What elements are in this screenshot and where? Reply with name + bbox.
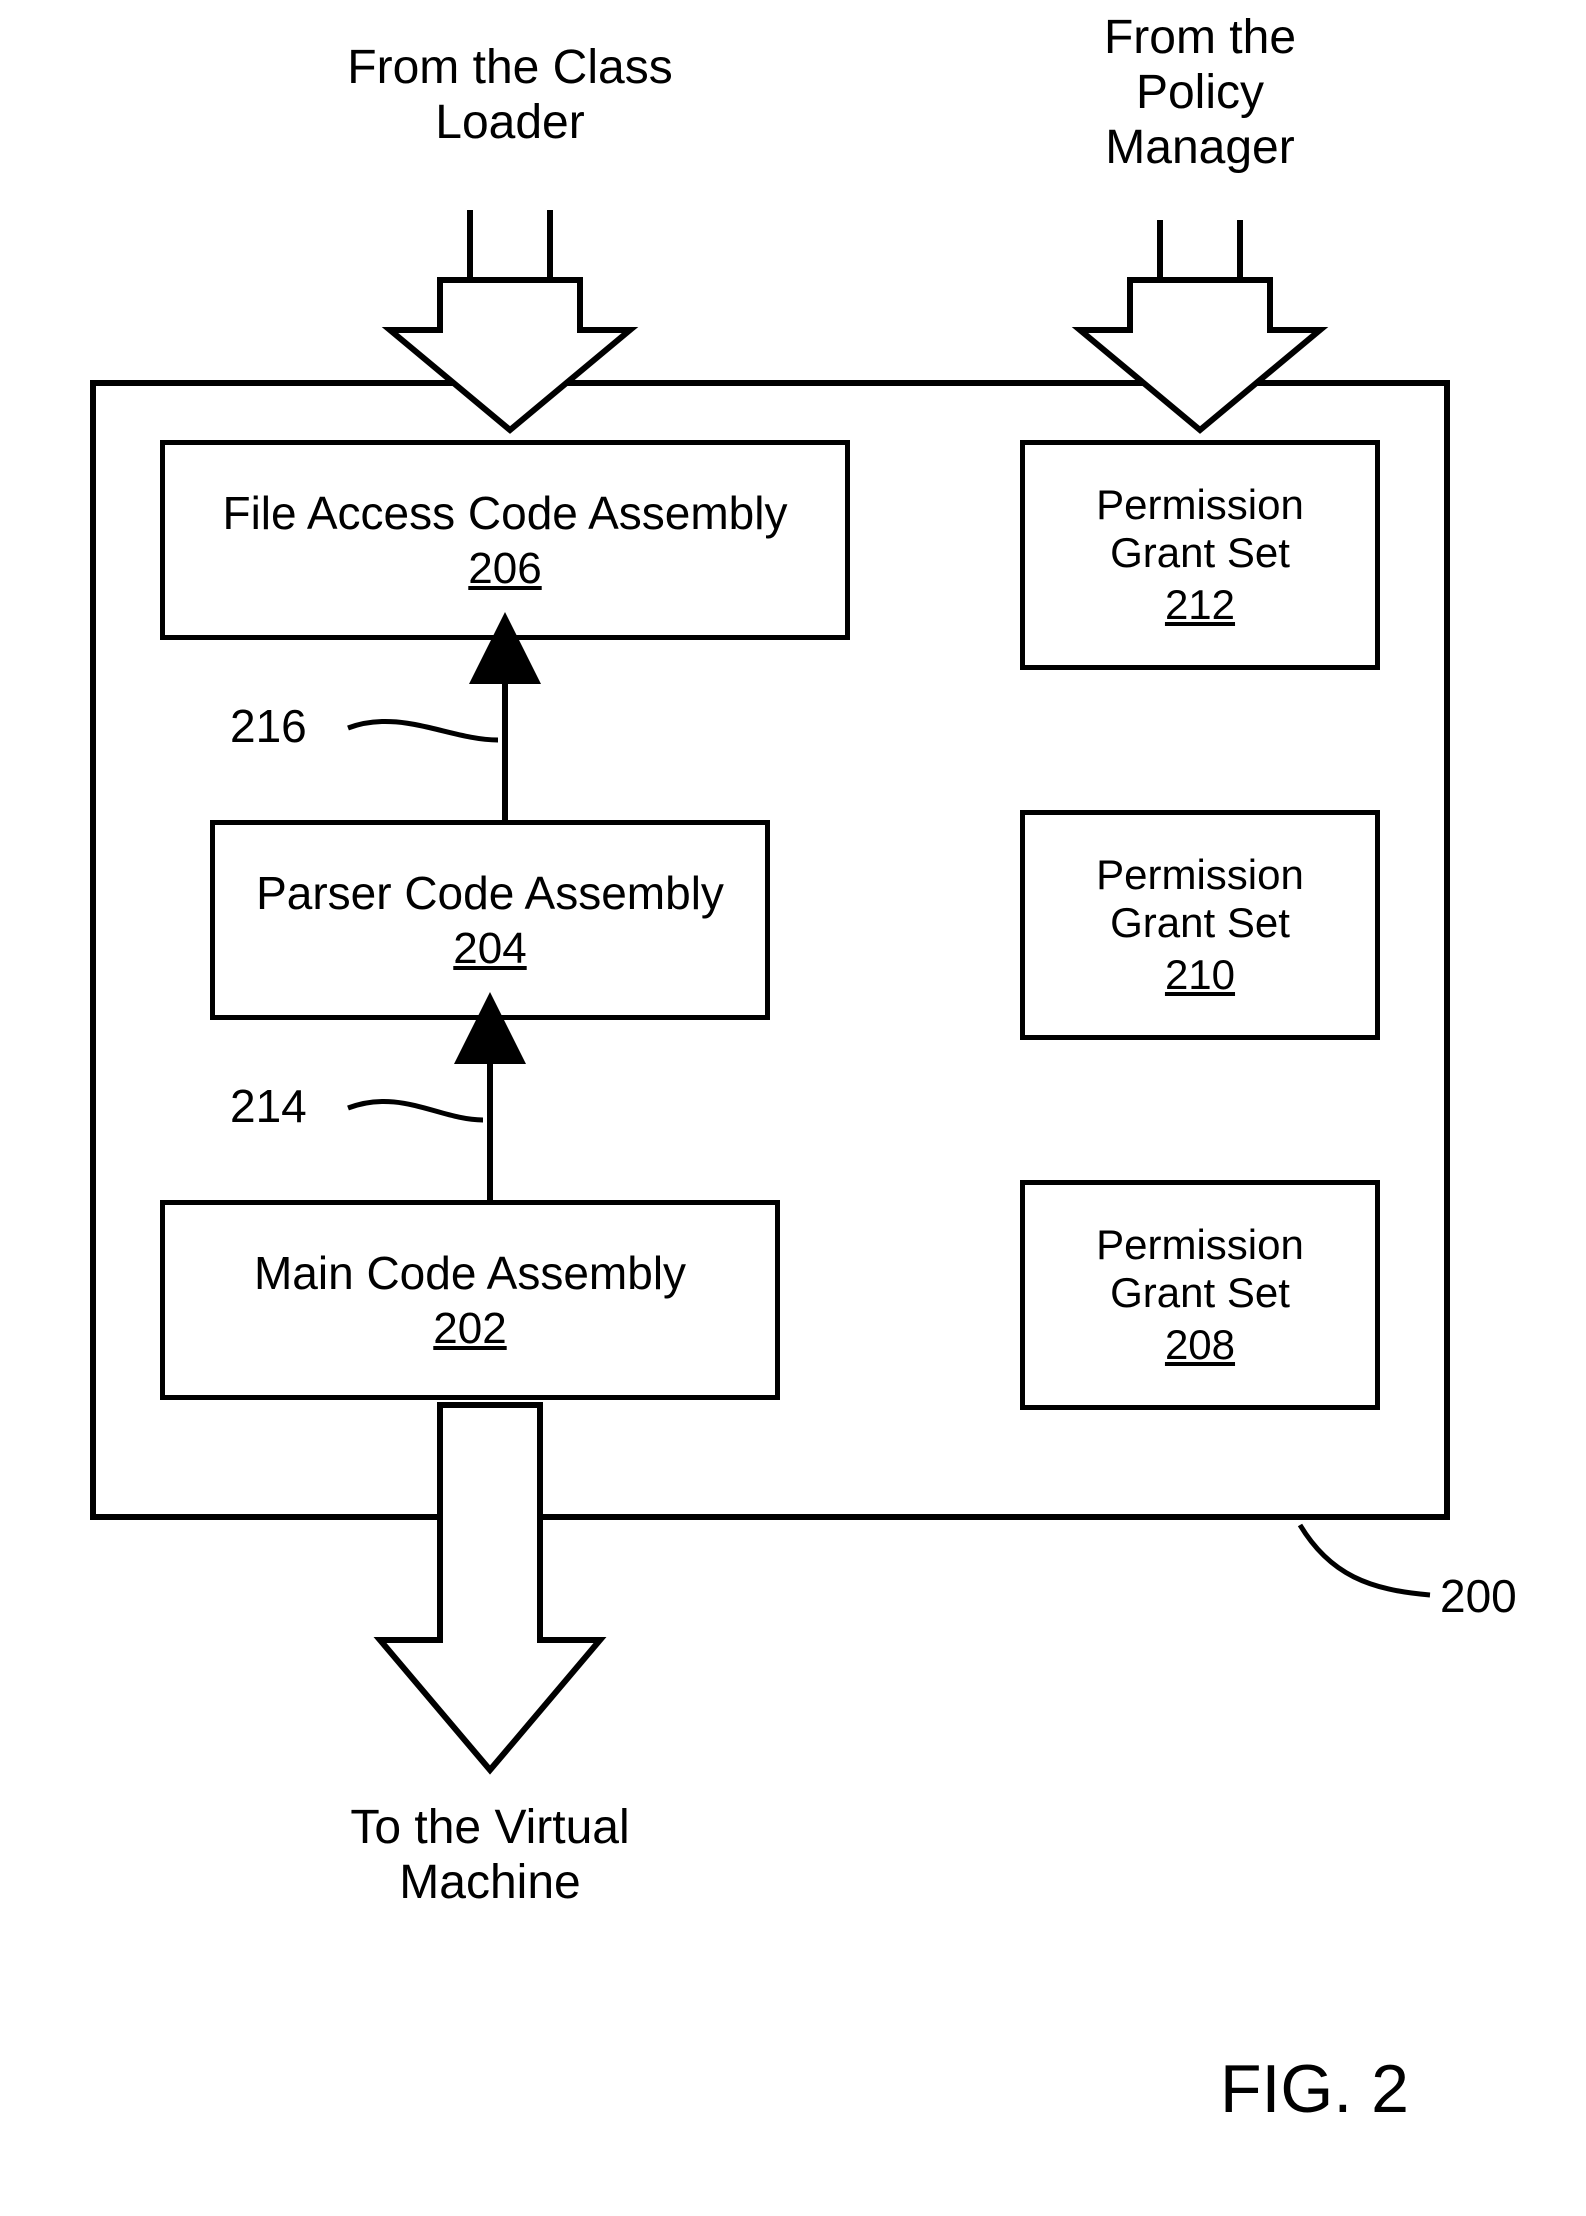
ref-200-text: 200 <box>1440 1570 1517 1622</box>
permission-top-ref: 212 <box>1165 581 1235 629</box>
parser-title: Parser Code Assembly <box>256 866 724 920</box>
policy-manager-label: From thePolicyManager <box>1020 10 1380 176</box>
parser-box: Parser Code Assembly 204 <box>210 820 770 1020</box>
permission-mid-ref: 210 <box>1165 951 1235 999</box>
policy-manager-text: From thePolicyManager <box>1104 11 1296 174</box>
virtual-machine-label: To the VirtualMachine <box>260 1800 720 1910</box>
main-ref: 202 <box>433 1304 506 1354</box>
figure-label-text: FIG. 2 <box>1220 2051 1409 2127</box>
parser-ref: 204 <box>453 924 526 974</box>
ref-216: 216 <box>230 700 350 753</box>
main-box: Main Code Assembly 202 <box>160 1200 780 1400</box>
permission-box-mid: PermissionGrant Set 210 <box>1020 810 1380 1040</box>
ref-200: 200 <box>1440 1570 1517 1623</box>
permission-bot-ref: 208 <box>1165 1321 1235 1369</box>
permission-box-top: PermissionGrant Set 212 <box>1020 440 1380 670</box>
file-access-ref: 206 <box>468 544 541 594</box>
main-title: Main Code Assembly <box>254 1246 686 1300</box>
ref-216-text: 216 <box>230 700 307 752</box>
ref-214: 214 <box>230 1080 350 1133</box>
permission-top-title: PermissionGrant Set <box>1096 481 1304 577</box>
file-access-title: File Access Code Assembly <box>222 486 787 540</box>
permission-box-bot: PermissionGrant Set 208 <box>1020 1180 1380 1410</box>
figure-label: FIG. 2 <box>1220 2050 1409 2128</box>
permission-mid-title: PermissionGrant Set <box>1096 851 1304 947</box>
permission-bot-title: PermissionGrant Set <box>1096 1221 1304 1317</box>
file-access-box: File Access Code Assembly 206 <box>160 440 850 640</box>
virtual-machine-text: To the VirtualMachine <box>350 1801 629 1909</box>
class-loader-label: From the ClassLoader <box>260 40 760 150</box>
ref-214-text: 214 <box>230 1080 307 1132</box>
class-loader-text: From the ClassLoader <box>347 41 672 149</box>
leader-200 <box>1300 1525 1430 1595</box>
